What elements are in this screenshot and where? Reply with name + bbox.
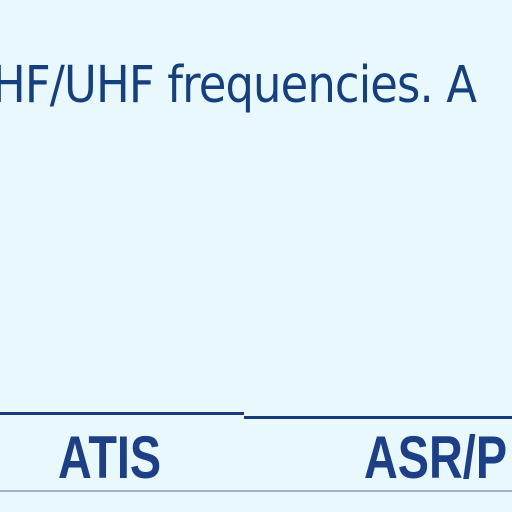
table-top-border-left bbox=[0, 412, 244, 415]
column-header-asr: ASR/P bbox=[364, 424, 508, 491]
table-header-bottom-border bbox=[0, 490, 512, 492]
paragraph-text: HF/UHF frequencies. A bbox=[0, 56, 477, 115]
column-header-atis: ATIS bbox=[58, 424, 162, 491]
table-top-border-right bbox=[244, 416, 512, 419]
